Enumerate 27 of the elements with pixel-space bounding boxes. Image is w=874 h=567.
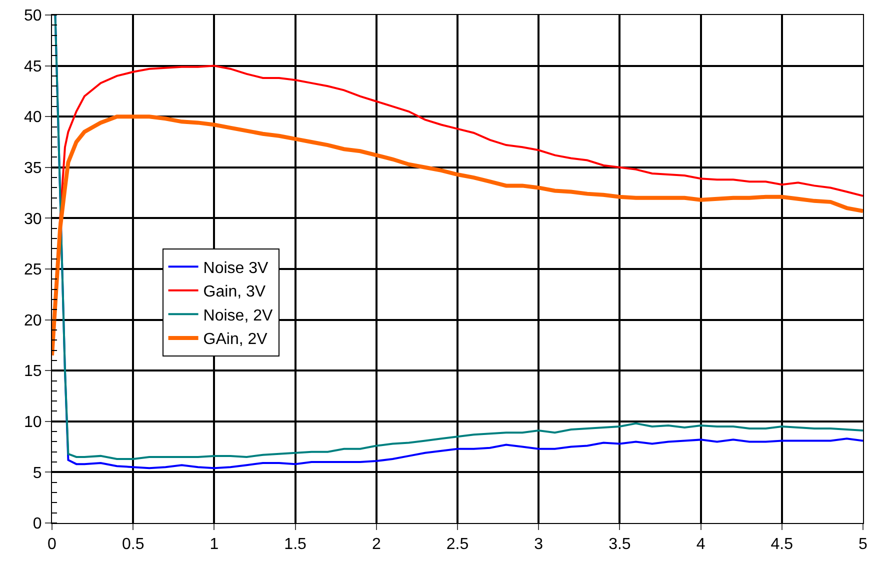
y-tick-label: 15 (24, 363, 42, 380)
x-tick-label: 5 (858, 536, 868, 554)
x-tick-label: 2 (372, 536, 381, 554)
x-tick-label: 3 (534, 536, 544, 554)
y-tick-label: 50 (24, 8, 42, 25)
legend-label: Gain, 3V (203, 284, 266, 301)
legend-label: Noise, 2V (203, 307, 273, 324)
legend-label: Noise 3V (203, 260, 269, 277)
y-tick-label: 40 (24, 109, 42, 126)
line-series (52, 114, 863, 358)
legend-label: GAin, 2V (203, 331, 268, 348)
x-tick-label: 1.5 (284, 536, 307, 554)
x-tick-label: 3.5 (608, 536, 631, 554)
y-tick-label: 30 (24, 210, 42, 228)
y-tick-label: 45 (24, 58, 42, 76)
y-tick-label: 10 (24, 414, 42, 431)
y-tick-label: 20 (24, 312, 42, 330)
y-tick-label: 0 (32, 516, 42, 533)
x-tick-label: 4 (696, 536, 706, 554)
y-tick-label: 5 (32, 464, 42, 482)
y-tick-label: 35 (24, 160, 42, 177)
x-tick-label: 1 (210, 536, 219, 554)
y-tick-label: 25 (24, 262, 42, 279)
x-tick-label: 2.5 (446, 536, 469, 554)
x-tick-label: 4.5 (770, 536, 794, 554)
x-tick-label: 0.5 (122, 536, 144, 554)
x-tick-label: 0 (48, 536, 57, 554)
